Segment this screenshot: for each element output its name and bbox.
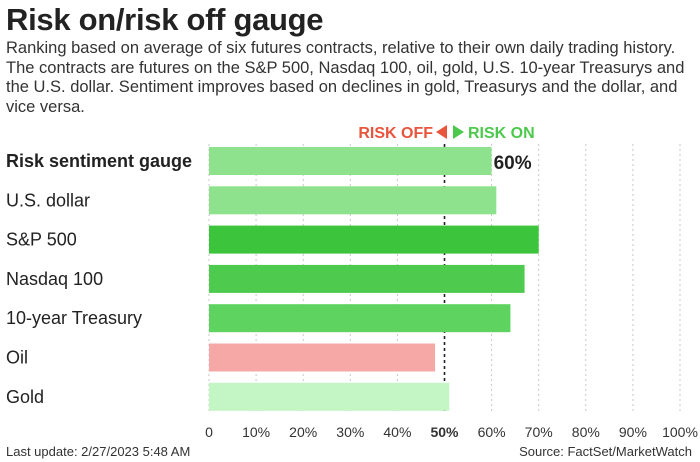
bar bbox=[209, 264, 525, 293]
x-tick-label: 90% bbox=[619, 424, 647, 440]
bar bbox=[209, 147, 492, 175]
legend-risk-on: RISK ON bbox=[468, 125, 535, 142]
x-tick-label: 0 bbox=[205, 424, 213, 440]
source-text: Source: FactSet/MarketWatch bbox=[519, 444, 692, 459]
category-label: Nasdaq 100 bbox=[6, 269, 103, 289]
chart-subtitle: Ranking based on average of six futures … bbox=[6, 39, 685, 116]
x-tick-label: 10% bbox=[242, 424, 270, 440]
bar-value-label: 60% bbox=[494, 153, 532, 174]
category-labels: Risk sentiment gauge U.S. dollar S&P 500 Na… bbox=[6, 151, 192, 407]
x-tick-label: 20% bbox=[289, 424, 317, 440]
category-label: U.S. dollar bbox=[6, 190, 90, 210]
risk-off-arrow-icon bbox=[436, 125, 447, 139]
category-label: Risk sentiment gauge bbox=[6, 151, 192, 171]
bar bbox=[209, 382, 450, 411]
x-tick-label: 40% bbox=[383, 424, 411, 440]
category-label: S&P 500 bbox=[6, 230, 77, 250]
bar bbox=[209, 343, 436, 372]
bar bbox=[209, 225, 539, 254]
category-label: 10-year Treasury bbox=[6, 308, 142, 328]
legend-risk-off: RISK OFF bbox=[358, 125, 433, 142]
risk-on-arrow-icon bbox=[453, 125, 464, 139]
category-label: Gold bbox=[6, 387, 44, 407]
category-label: Oil bbox=[6, 348, 28, 368]
x-tick-labels: 0 10% 20% 30% 40% 50% 60% 70% 80% 90% 100% bbox=[205, 424, 698, 440]
x-tick-label: 100% bbox=[662, 424, 698, 440]
x-tick-label: 70% bbox=[525, 424, 553, 440]
bar bbox=[209, 304, 511, 333]
chart-title: Risk on/risk off gauge bbox=[6, 2, 324, 37]
last-update-text: Last update: 2/27/2023 5:48 AM bbox=[6, 444, 191, 459]
legend: RISK OFF RISK ON bbox=[358, 125, 535, 142]
x-tick-label: 80% bbox=[572, 424, 600, 440]
x-tick-label: 50% bbox=[430, 424, 459, 440]
x-tick-label: 60% bbox=[478, 424, 506, 440]
bar bbox=[209, 186, 497, 215]
bars: 60% bbox=[209, 147, 539, 411]
x-tick-label: 30% bbox=[336, 424, 364, 440]
